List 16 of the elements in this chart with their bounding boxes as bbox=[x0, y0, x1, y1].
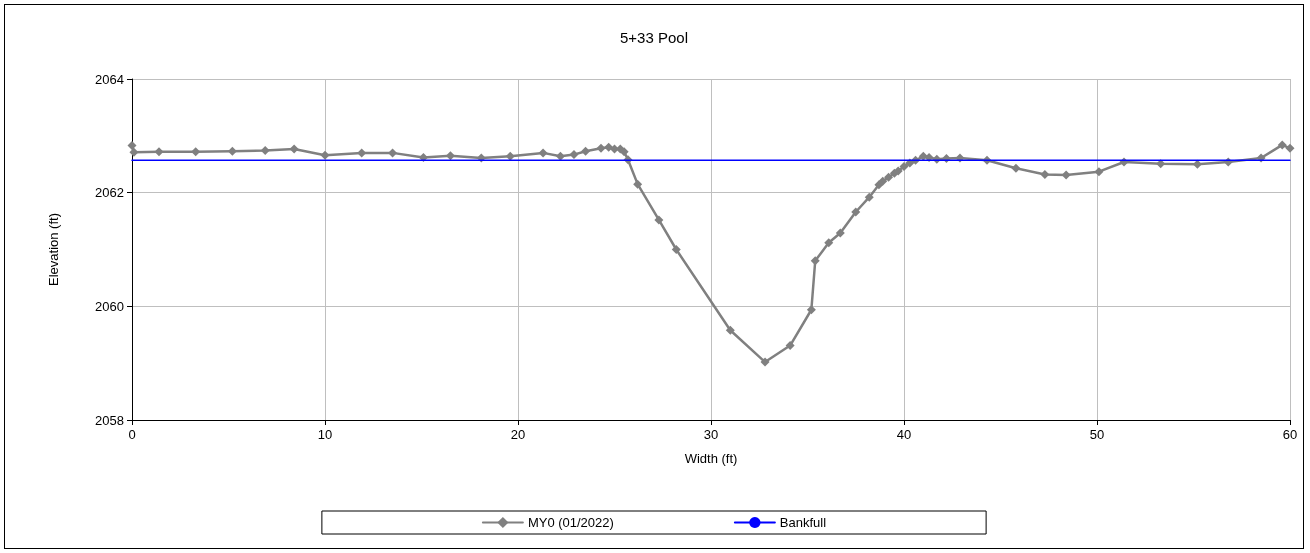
x-tick-label: 50 bbox=[1089, 427, 1105, 442]
y-tick-label: 2060 bbox=[95, 298, 124, 314]
legend-label: Bankfull bbox=[779, 515, 827, 530]
y-tick-label: 2058 bbox=[95, 412, 124, 428]
legend-label: MY0 (01/2022) bbox=[527, 515, 614, 530]
x-tick-label: 30 bbox=[703, 427, 719, 442]
x-tick-label: 20 bbox=[510, 427, 526, 442]
y-tick-label: 2064 bbox=[95, 71, 124, 87]
x-tick-label: 40 bbox=[896, 427, 912, 442]
x-tick-label: 60 bbox=[1282, 427, 1298, 442]
x-tick-label: 0 bbox=[128, 427, 136, 442]
y-axis-title: Elevation (ft) bbox=[46, 213, 61, 286]
x-axis-title: Width (ft) bbox=[684, 451, 738, 466]
x-tick-label: 10 bbox=[317, 427, 333, 442]
chart-title: 5+33 Pool bbox=[620, 29, 688, 46]
y-tick-label: 2062 bbox=[95, 185, 124, 201]
